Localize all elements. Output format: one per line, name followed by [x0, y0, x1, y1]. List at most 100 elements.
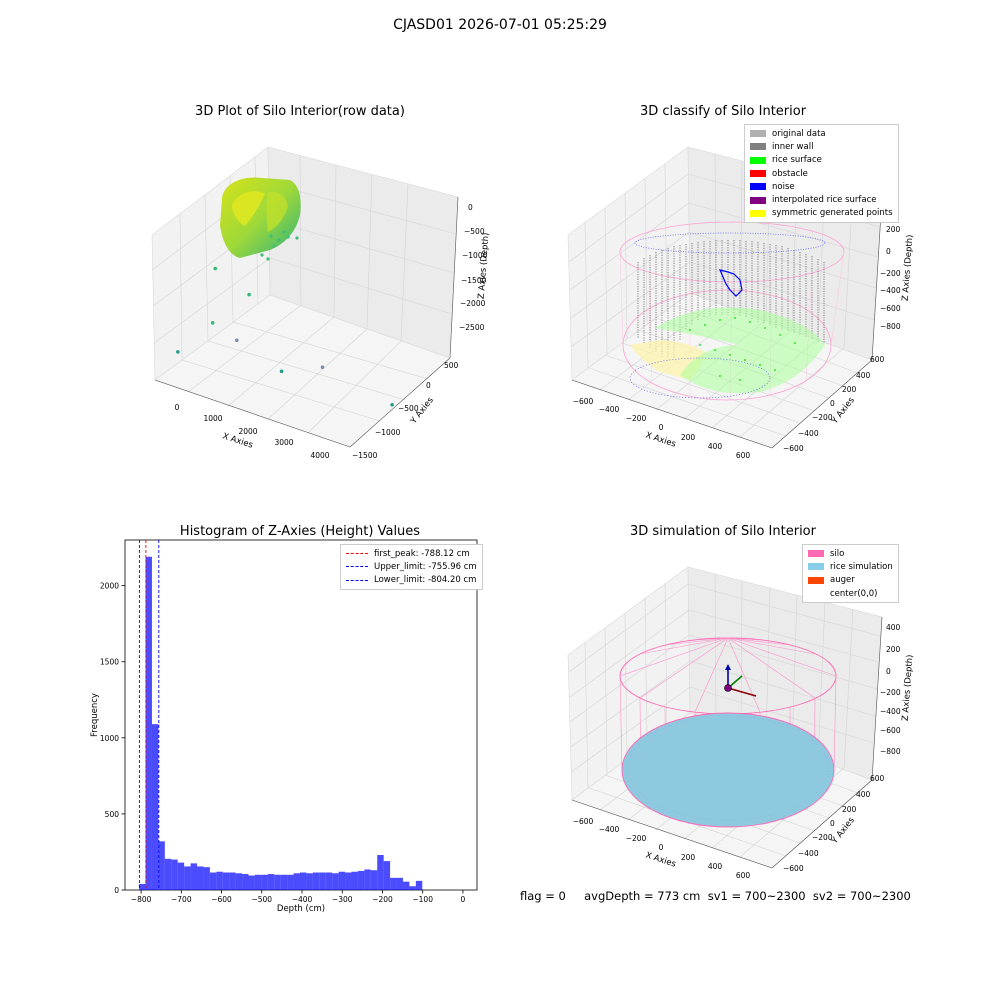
x-tick-label: −500 [251, 895, 272, 904]
legend-swatch [750, 209, 766, 217]
histogram-bar [338, 871, 346, 890]
panel1-xtick-2: 2000 [238, 427, 257, 436]
panel3-xticks: −800 −700 −600 −500 −400 −300 −200 −100 0 [131, 890, 466, 904]
x-tick-label: −700 [171, 895, 192, 904]
panel2-ytick-4: −200 [812, 413, 833, 422]
y-tick-label: 1000 [100, 734, 119, 743]
panel4-xtick-1: −400 [599, 825, 620, 834]
x-tick-label: −300 [332, 895, 353, 904]
histogram-bar [293, 873, 300, 890]
histogram-bar [267, 874, 275, 890]
panel4-auger-arrow [727, 687, 757, 697]
panel4-ztick-0: 400 [886, 623, 901, 632]
legend-item-center: center(0,0) [808, 587, 893, 600]
panel3-xlabel: Depth (cm) [277, 904, 325, 914]
panel2-ytick-3: 0 [830, 399, 835, 408]
legend-item-silo: silo [808, 547, 893, 560]
histogram-bar [383, 861, 391, 890]
panel2-xtick-2: −200 [626, 414, 647, 423]
histogram-bar [306, 873, 313, 890]
legend-swatch [750, 196, 766, 204]
legend-line [346, 579, 368, 581]
histogram-bar [229, 872, 236, 890]
panel1-ztick-0: 0 [468, 203, 473, 212]
legend-item-noise: noise [750, 180, 893, 193]
legend-label: auger [830, 575, 855, 586]
histogram-bar [319, 872, 326, 890]
legend-swatch [808, 550, 824, 558]
panel2-xtick-1: −400 [599, 405, 620, 414]
panel1-xtick-0: 0 [175, 403, 180, 412]
histogram-bar [248, 875, 255, 890]
panel1-ytick-2: −500 [398, 404, 419, 413]
histogram-bar [203, 867, 210, 890]
x-tick-label: −100 [412, 895, 433, 904]
panel1-ztick-5: −2500 [459, 323, 485, 332]
histogram-bar [184, 866, 191, 890]
histogram-bar [357, 870, 365, 890]
panel4-xtick-4: 200 [681, 853, 696, 862]
panel2-title: 3D classify of Silo Interior [639, 104, 807, 119]
panel4-ytick-2: 200 [842, 805, 857, 814]
histogram-bar [197, 866, 204, 890]
panel4-ztick-3: −200 [880, 688, 901, 697]
panel1-ytick-1: 0 [426, 381, 431, 390]
figure-title: CJASD01 2026-07-01 05:25:29 [393, 17, 607, 33]
histogram-bar [402, 881, 410, 890]
panel2-rice-surface [655, 307, 825, 394]
legend-label: silo [830, 548, 845, 559]
outlier-point [210, 321, 215, 325]
legend-item-rice-surface: rice surface [750, 154, 893, 167]
outlier-point [213, 266, 218, 271]
panel2-ztick-0: 200 [886, 225, 901, 234]
legend-label: center(0,0) [830, 588, 878, 599]
panel4-ytick-6: −600 [783, 864, 804, 873]
panel1-axes [151, 146, 459, 448]
panel1-ytick-3: −1000 [375, 428, 401, 437]
legend-swatch [750, 130, 766, 138]
legend-swatch [808, 563, 824, 571]
histogram-bar [280, 874, 288, 890]
panel2-ytick-0: 600 [870, 355, 885, 364]
panel4-zlabel: Z Axies (Depth) [901, 654, 916, 721]
legend-item-symmetric: symmetric generated points [750, 207, 893, 220]
legend-swatch [750, 156, 766, 164]
histogram-bar [396, 877, 403, 890]
panel4-ztick-6: −800 [880, 747, 901, 756]
panel2-xtick-5: 400 [708, 442, 723, 451]
legend-item-upper-limit: Upper_limit: -755.96 cm [346, 560, 477, 573]
panel2-ztick-2: −200 [880, 269, 901, 278]
panel4-simulation [619, 637, 837, 828]
panel2-xtick-3: 0 [659, 423, 664, 432]
panel2-noise-top-ring [634, 232, 826, 254]
outlier-point [320, 365, 325, 370]
legend-label: obstacle [772, 168, 808, 179]
panel2-zlabel: Z Axies (Depth) [901, 234, 916, 301]
panel2-ytick-1: 400 [856, 371, 871, 380]
panel4-xlabel: X Axies [644, 850, 677, 869]
panel4-xtick-3: 0 [659, 843, 664, 852]
panel4-ztick-5: −600 [880, 726, 901, 735]
histogram-bar [345, 872, 352, 890]
y-tick-label: 500 [105, 810, 120, 819]
panel2-xtick-4: 200 [681, 433, 696, 442]
outlier-point [235, 338, 239, 343]
panel3-bars [139, 556, 423, 890]
histogram-bar [274, 874, 281, 890]
panel2-ztick-3: −400 [880, 286, 901, 295]
y-tick-label: 0 [114, 886, 119, 895]
panel1-ztick-1: −500 [464, 227, 485, 236]
panel2-xlabel: X Axies [644, 430, 677, 449]
histogram-bar [332, 873, 339, 890]
panel3-legend: first_peak: -788.12 cm Upper_limit: -755… [340, 544, 483, 590]
legend-label: noise [772, 181, 795, 192]
legend-item-obstacle: obstacle [750, 167, 893, 180]
legend-swatch [750, 143, 766, 151]
panel2-point-cloud [619, 221, 845, 401]
legend-label: rice simulation [830, 561, 893, 572]
legend-line [346, 566, 368, 568]
histogram-bar [364, 869, 371, 890]
status-footer: flag = 0 avgDepth = 773 cm sv1 = 700~230… [520, 889, 911, 903]
panel4-ytick-1: 400 [856, 790, 871, 799]
